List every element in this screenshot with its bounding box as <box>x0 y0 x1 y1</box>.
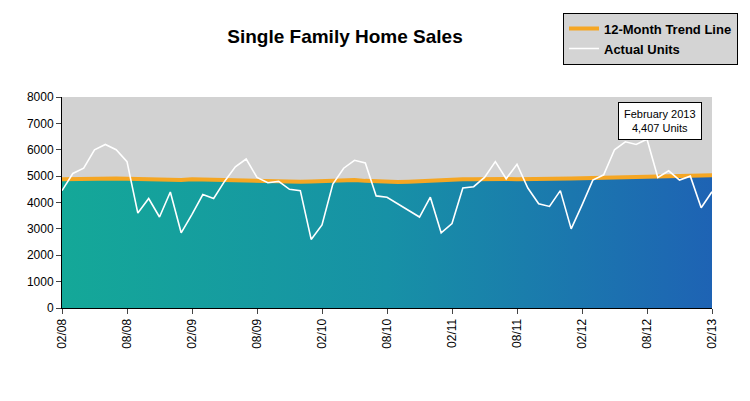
svg-text:Actual Units: Actual Units <box>604 42 680 57</box>
svg-text:2000: 2000 <box>27 248 54 262</box>
svg-text:3000: 3000 <box>27 222 54 236</box>
svg-text:12-Month Trend Line: 12-Month Trend Line <box>604 22 731 37</box>
svg-text:08/10: 08/10 <box>380 318 394 348</box>
svg-text:8000: 8000 <box>27 90 54 104</box>
svg-text:02/10: 02/10 <box>315 318 329 348</box>
svg-text:02/09: 02/09 <box>185 318 199 348</box>
svg-text:Single Family Home Sales: Single Family Home Sales <box>227 26 462 47</box>
svg-text:08/12: 08/12 <box>640 318 654 348</box>
svg-text:1000: 1000 <box>27 275 54 289</box>
svg-text:08/08: 08/08 <box>120 318 134 348</box>
svg-text:08/09: 08/09 <box>250 318 264 348</box>
svg-text:7000: 7000 <box>27 117 54 131</box>
svg-text:6000: 6000 <box>27 143 54 157</box>
svg-text:February 20134,407 Units: February 20134,407 Units <box>624 108 696 134</box>
svg-text:08/11: 08/11 <box>510 318 524 347</box>
svg-text:5000: 5000 <box>27 169 54 183</box>
svg-text:02/11: 02/11 <box>445 318 459 347</box>
svg-text:0: 0 <box>47 301 54 315</box>
svg-text:4000: 4000 <box>27 196 54 210</box>
svg-text:02/13: 02/13 <box>705 318 719 348</box>
svg-text:02/08: 02/08 <box>55 318 69 348</box>
svg-text:02/12: 02/12 <box>575 318 589 348</box>
